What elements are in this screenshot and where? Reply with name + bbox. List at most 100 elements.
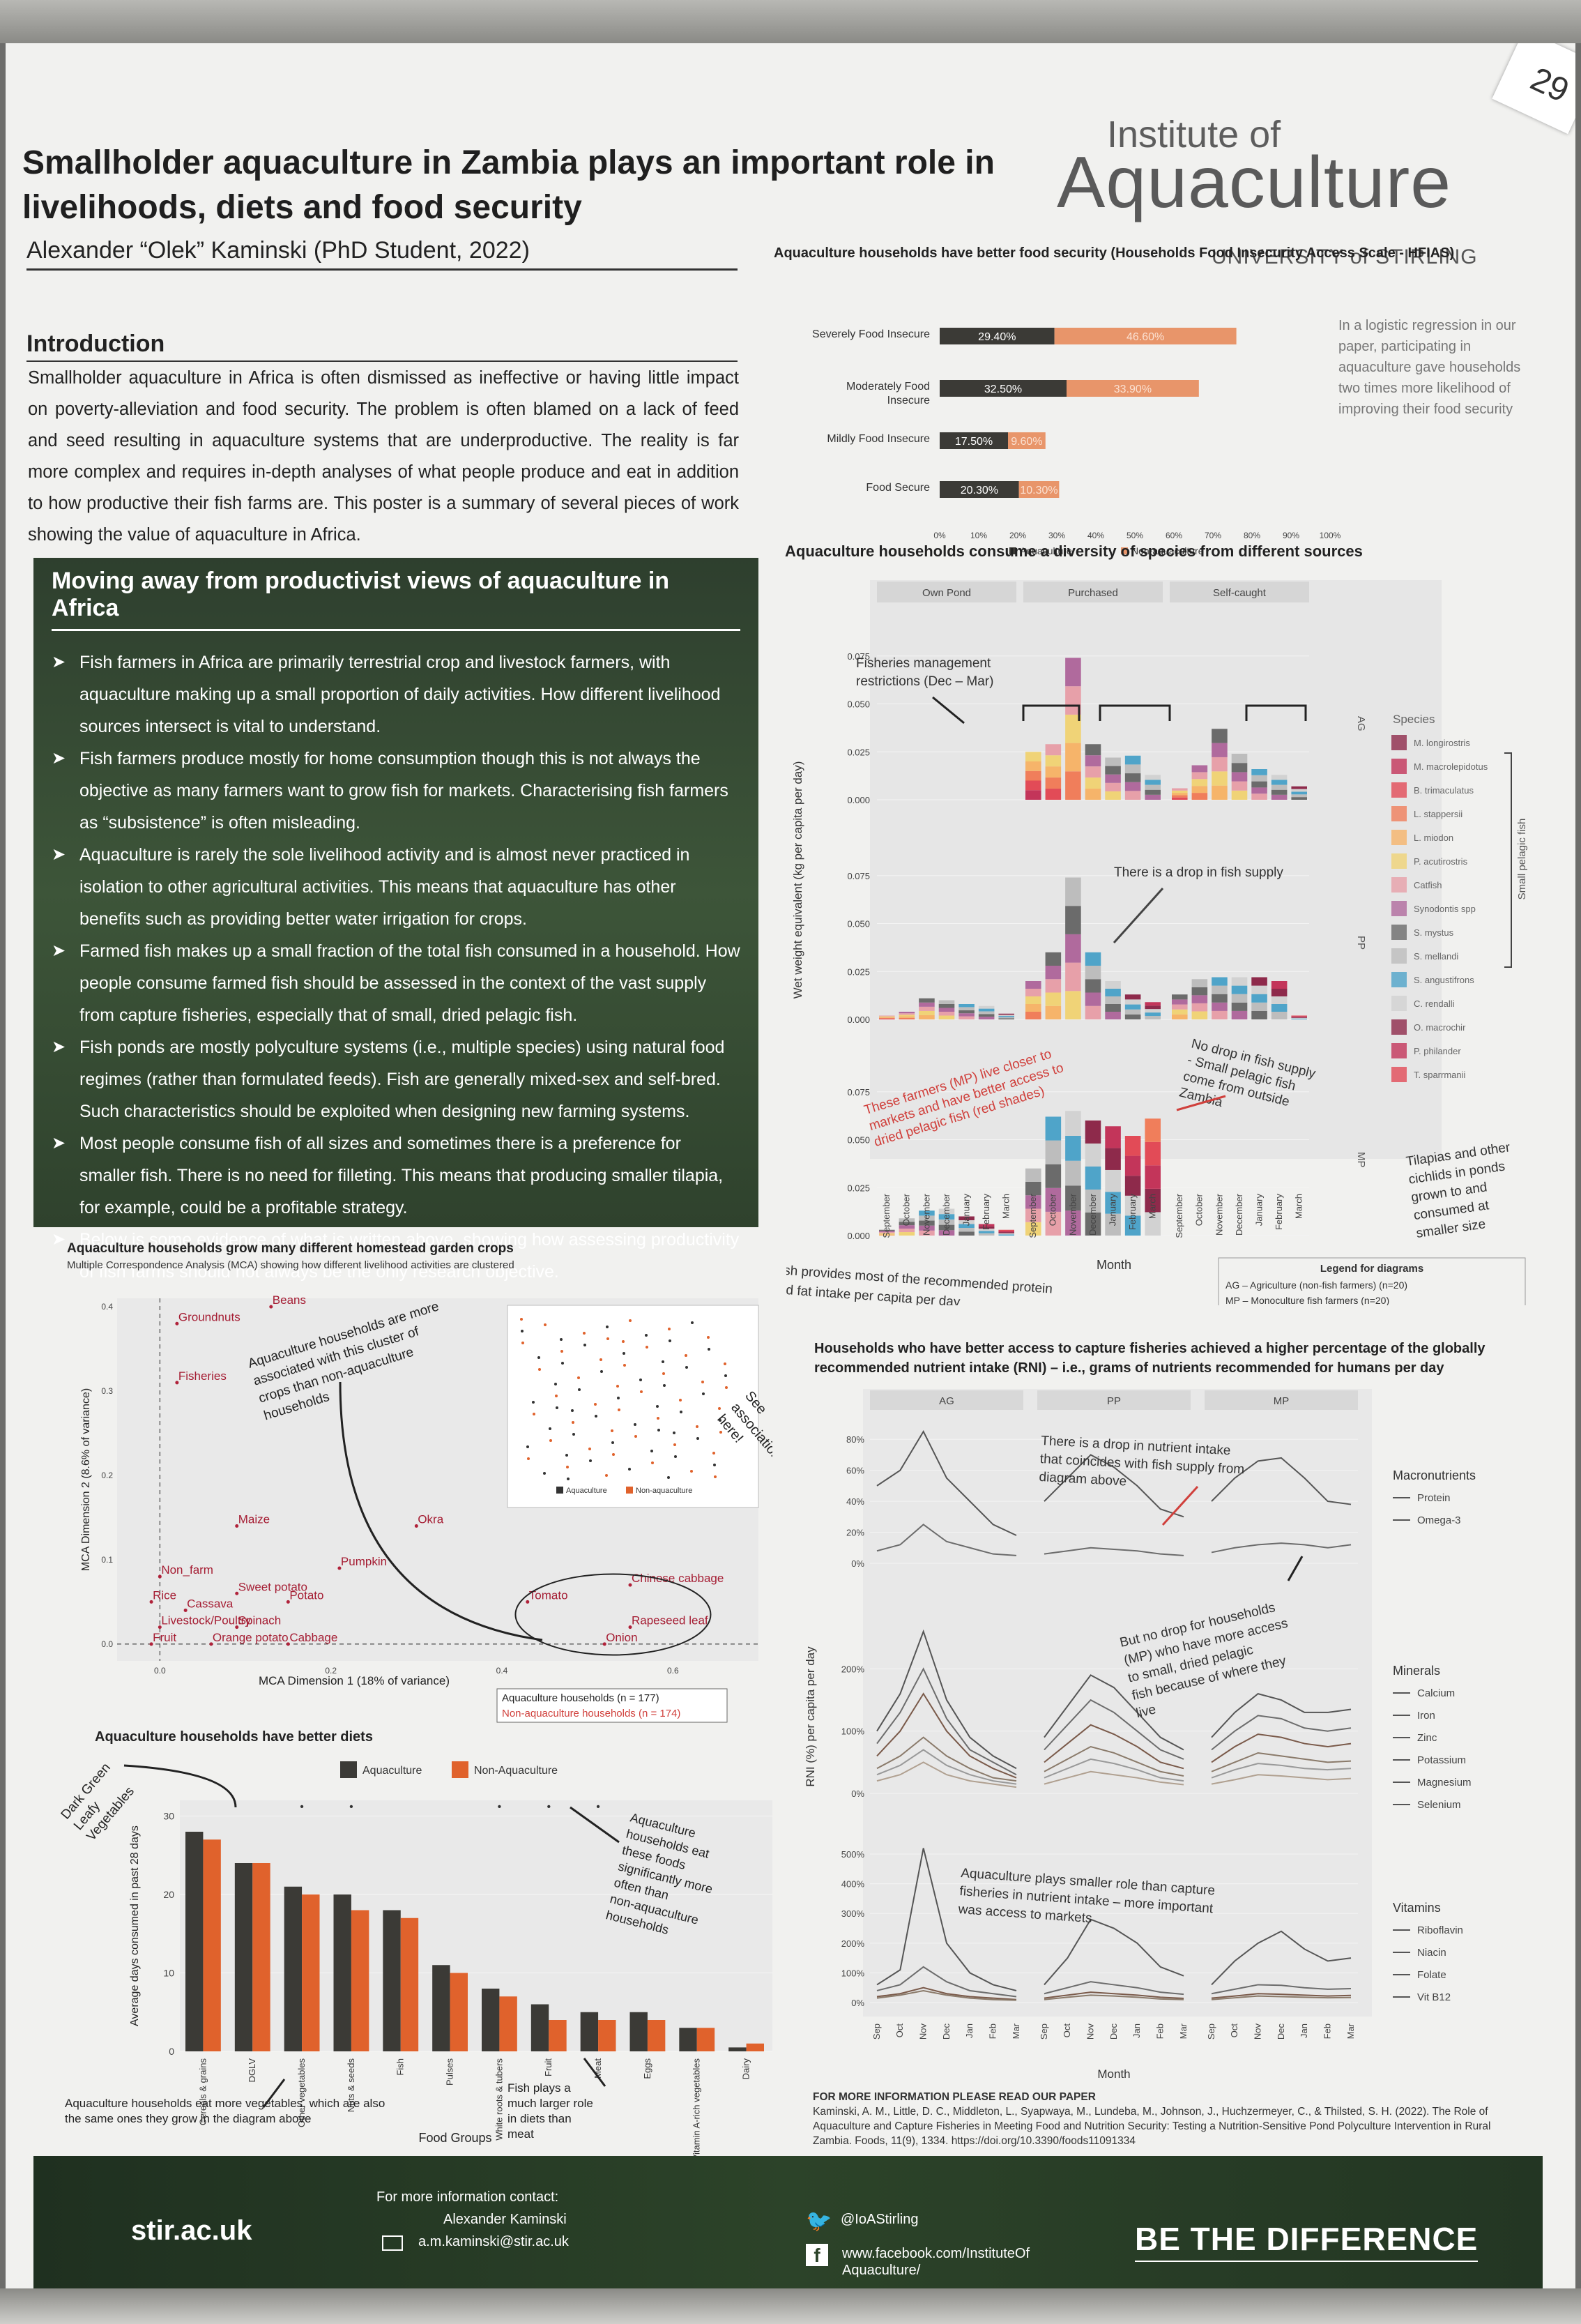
species-bar-segment [899, 1218, 915, 1222]
species-legend-swatch [1391, 806, 1407, 821]
species-bar-segment [1191, 779, 1208, 787]
species-bar-segment [1231, 977, 1248, 986]
mca-inset-point [628, 1468, 631, 1471]
diet-legend-swatch-aqua [340, 1761, 357, 1778]
footer-site[interactable]: stir.ac.uk [131, 2215, 252, 2246]
rni-ytick: 60% [846, 1466, 864, 1476]
species-bar-segment [998, 1232, 1014, 1233]
hfias-legend-swatch-nonaquaculture [1121, 547, 1128, 554]
mca-point-label: Fruit [153, 1631, 176, 1644]
species-bar-segment [1105, 1012, 1121, 1019]
species-legend-label: S. angustifrons [1414, 975, 1474, 985]
mca-xtick: 0.2 [325, 1666, 337, 1676]
species-bar-segment [1145, 794, 1161, 800]
species-bar-segment [1065, 877, 1081, 906]
species-ytick: 0.050 [847, 699, 870, 710]
rni-series-line [1211, 1693, 1352, 1738]
diet-ytick: 10 [163, 1968, 174, 1979]
species-bar-segment [919, 1230, 935, 1236]
mca-point [149, 1642, 153, 1646]
mca-inset-point [650, 1450, 653, 1452]
rni-series-line [876, 1524, 1017, 1556]
species-bar-segment [958, 1228, 975, 1232]
species-legend-label: B. trimaculatus [1414, 785, 1474, 796]
mca-inset-point [577, 1376, 580, 1379]
mca-ytick: 0.1 [101, 1555, 113, 1565]
footer-twitter[interactable]: @IoAStirling [841, 2212, 919, 2227]
species-bar-segment [1124, 1215, 1141, 1236]
species-bar-segment [1251, 977, 1267, 986]
species-row-label: PP [1355, 936, 1367, 950]
mca-inset-point [521, 1330, 524, 1332]
species-bar-segment [1105, 757, 1121, 766]
mca-inset-point [521, 1342, 524, 1344]
hfias-label-nonaquaculture: 9.60% [1011, 436, 1042, 448]
rni-month-tick: Dec [1108, 2023, 1119, 2040]
footer-facebook[interactable]: www.facebook.com/InstituteOf Aquaculture… [842, 2246, 1030, 2278]
species-bar-segment [978, 1017, 995, 1019]
species-bar-segment [1212, 994, 1228, 1003]
mca-inset-point [567, 1478, 570, 1480]
species-bracket [1504, 752, 1512, 968]
species-bar-segment [1145, 1165, 1161, 1189]
rni-legend-label: Riboflavin [1417, 1924, 1463, 1936]
species-bar-segment [1085, 1144, 1101, 1167]
species-bar-segment [1251, 775, 1267, 782]
hfias-legend-aquaculture: Aquaculture [1020, 545, 1072, 556]
mca-inset-point [572, 1421, 574, 1424]
rni-ytick: 200% [841, 1664, 865, 1674]
species-bar-segment [1085, 952, 1101, 966]
hfias-label-aquaculture: 29.40% [978, 331, 1016, 343]
rni-series-line [876, 1692, 1017, 1779]
species-bar-segment [938, 1208, 955, 1215]
footer-email[interactable]: a.m.kaminski@stir.ac.uk [418, 2234, 569, 2249]
species-bar-segment [1291, 1017, 1307, 1019]
mca-inset-point [725, 1386, 728, 1389]
mca-ytick: 0.0 [101, 1639, 113, 1649]
rni-month-tick: Sep [871, 2023, 882, 2040]
mca-inset-point [543, 1472, 546, 1475]
diet-bar-aquaculture [284, 1886, 303, 2051]
hfias-bar-aquaculture [940, 380, 1067, 397]
species-bar-segment [1025, 1168, 1041, 1182]
species-legend-swatch [1391, 925, 1407, 940]
species-bar-segment [1145, 1188, 1161, 1213]
species-bar-segment [1045, 952, 1062, 966]
species-bar-segment [1231, 1002, 1248, 1011]
hfias-tick: 100% [1320, 531, 1341, 540]
species-bar-segment [1045, 1187, 1062, 1212]
mca-inset-point [605, 1474, 608, 1477]
species-ylabel: Wet weight equivalent (kg per capita per… [791, 761, 804, 999]
mail-icon [382, 2235, 403, 2251]
species-bar-segment [1085, 755, 1101, 767]
rni-ytick: 100% [841, 1726, 865, 1737]
rni-series-line [1044, 1547, 1184, 1556]
species-bar-segment [998, 1016, 1014, 1017]
rni-series-line [1044, 1724, 1184, 1770]
species-bar-segment [899, 1017, 915, 1019]
species-bar-segment [1271, 1004, 1288, 1012]
diet-arrow2 [570, 1806, 620, 1844]
species-facet-label: Purchased [1068, 587, 1118, 599]
species-ytick: 0.050 [847, 1135, 870, 1146]
mca-xlabel: MCA Dimension 1 (18% of variance) [259, 1674, 450, 1687]
rni-series-line [1211, 1715, 1352, 1751]
species-bar-segment [919, 1010, 935, 1015]
species-bar-segment [899, 1222, 915, 1226]
species-bar-segment [1085, 1213, 1101, 1236]
mca-inset-point [645, 1334, 648, 1337]
mca-inset-point [680, 1411, 682, 1413]
species-ytick: 0.000 [847, 795, 870, 805]
species-bar-segment [899, 1225, 915, 1229]
mca-inset-point [554, 1383, 557, 1385]
mca-inset-point [724, 1374, 727, 1377]
species-bar-segment [1025, 996, 1041, 1004]
rni-arrow2 [1287, 1556, 1304, 1581]
mca-inset-point [549, 1439, 552, 1442]
species-bar-segment [1065, 1185, 1081, 1211]
diet-bar-aquaculture [482, 1989, 500, 2051]
mca-inset-point [578, 1388, 581, 1391]
species-bar-segment [1065, 991, 1081, 1019]
diet-bar-nonaquaculture [499, 1996, 517, 2051]
mca-inset-point [669, 1339, 671, 1342]
